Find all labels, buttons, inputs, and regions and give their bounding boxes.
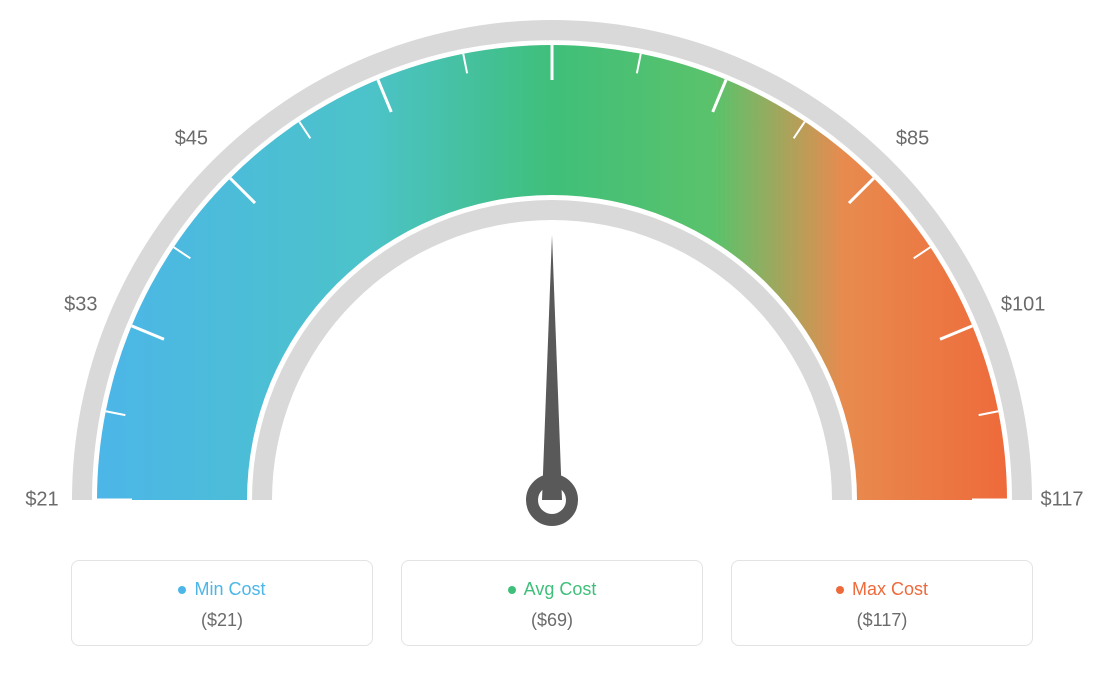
legend-card-avg: Avg Cost ($69) [401,560,703,646]
gauge-tick-label: $33 [64,293,97,316]
legend-value-avg: ($69) [402,610,702,631]
legend-dot-max [836,586,844,594]
gauge-tick-label: $69 [535,0,568,2]
gauge-tick-label: $45 [175,128,208,151]
legend-title-avg: Avg Cost [508,579,597,600]
gauge-tick-label: $21 [25,489,58,512]
gauge-chart: $21 $33 $45 $69 $85 $101 $117 [0,0,1104,560]
legend-row: Min Cost ($21) Avg Cost ($69) Max Cost (… [0,560,1104,646]
legend-label-avg: Avg Cost [524,579,597,600]
legend-card-min: Min Cost ($21) [71,560,373,646]
legend-title-max: Max Cost [836,579,928,600]
legend-label-max: Max Cost [852,579,928,600]
gauge-tick-label: $101 [1001,293,1046,316]
gauge-tick-label: $117 [1040,489,1083,512]
legend-title-min: Min Cost [178,579,265,600]
legend-value-min: ($21) [72,610,372,631]
legend-label-min: Min Cost [194,579,265,600]
legend-value-max: ($117) [732,610,1032,631]
gauge-tick-label: $85 [896,128,929,151]
legend-dot-avg [508,586,516,594]
legend-card-max: Max Cost ($117) [731,560,1033,646]
legend-dot-min [178,586,186,594]
gauge-svg [0,0,1104,560]
